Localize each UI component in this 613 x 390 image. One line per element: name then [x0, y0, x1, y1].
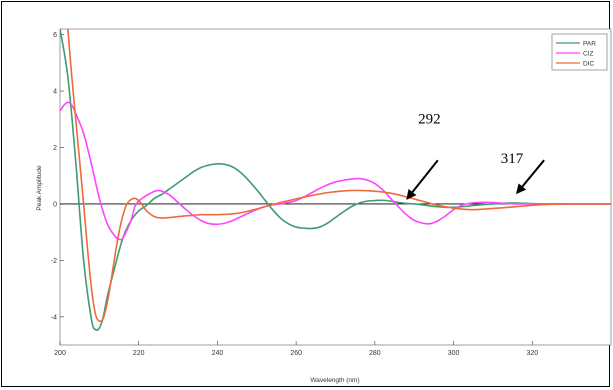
legend-label-ciz: CIZ	[583, 51, 594, 58]
x-tick-label: 220	[133, 350, 145, 357]
y-tick-label: 2	[53, 145, 57, 152]
x-tick-label: 320	[526, 350, 538, 357]
series-line-dic	[67, 29, 611, 323]
x-tick-label: 260	[290, 350, 302, 357]
annotation-label: 317	[501, 151, 524, 167]
x-axis-ticks: 200 220 240 260 280 300 320	[54, 341, 538, 357]
plot-area	[59, 28, 612, 346]
y-tick-label: 4	[53, 89, 57, 96]
legend-label-par: PAR	[583, 41, 596, 48]
series-line-ciz	[60, 101, 611, 241]
series-line-par	[60, 29, 611, 332]
y-tick-label: 0	[53, 201, 57, 208]
legend-label-dic: DIC	[583, 61, 595, 68]
x-tick-label: 240	[212, 350, 224, 357]
legend: PAR CIZ DIC	[551, 33, 608, 71]
x-tick-label: 200	[54, 350, 66, 357]
y-tick-label: -4	[51, 314, 57, 321]
x-tick-label: 280	[369, 350, 381, 357]
annotation-arrow	[516, 159, 545, 195]
annotation-arrow	[406, 159, 439, 200]
y-axis-label: Peak Amplitude	[36, 165, 43, 211]
y-tick-label: 6	[53, 32, 57, 39]
legend-box	[551, 33, 608, 71]
y-tick-label: -2	[51, 258, 57, 265]
x-tick-label: 300	[448, 350, 460, 357]
x-axis-label: Wavelength (nm)	[310, 377, 359, 384]
annotation-label: 292	[418, 112, 441, 128]
annotations: 292 317	[406, 112, 545, 200]
